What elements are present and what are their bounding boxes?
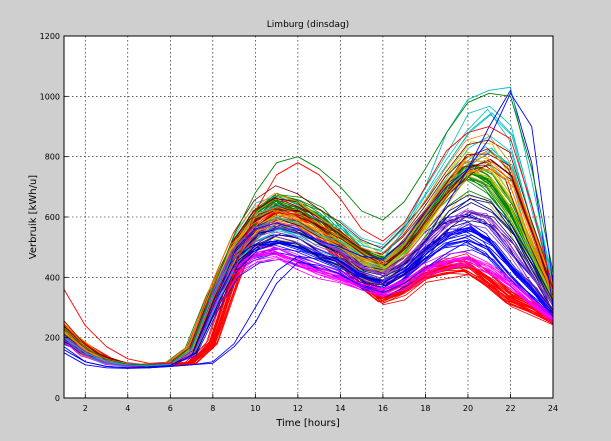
series-line (63, 151, 554, 365)
x-tick-label: 20 (463, 404, 473, 413)
chart-title: Limburg (dinsdag) (267, 20, 349, 30)
series-line (63, 92, 554, 366)
x-tick-label: 24 (548, 404, 558, 413)
x-tick-label: 6 (168, 404, 173, 413)
series-lines (63, 86, 554, 369)
plot-frame (63, 35, 554, 399)
series-line (63, 202, 554, 367)
x-tick-label: 16 (378, 404, 388, 413)
x-tick-label: 4 (125, 404, 130, 413)
y-tick-label: 1200 (40, 32, 60, 41)
y-tick-label: 200 (45, 334, 60, 343)
y-tick-label: 800 (45, 153, 60, 162)
x-tick-label: 2 (83, 404, 88, 413)
series-line (63, 92, 554, 369)
y-tick-label: 600 (45, 213, 60, 222)
x-axis-label: Time [hours] (275, 418, 340, 429)
x-tick-label: 8 (210, 404, 215, 413)
y-tick-label: 400 (45, 273, 60, 282)
x-tick-label: 22 (505, 404, 515, 413)
y-axis-label: Verbruik [kWh/u] (28, 175, 39, 259)
x-tick-label: 10 (250, 404, 260, 413)
series-line (63, 240, 554, 369)
y-tick-label: 0 (55, 394, 60, 403)
axes: 2 4 6 8 10 12 14 16 18 20 22 2402004006008001000120… (40, 32, 558, 413)
x-tick-label: 14 (335, 404, 345, 413)
series-line (63, 126, 554, 364)
x-tick-label: 18 (420, 404, 430, 413)
series-line (63, 86, 554, 366)
y-tick-label: 1000 (40, 92, 60, 101)
x-tick-label: 12 (293, 404, 303, 413)
